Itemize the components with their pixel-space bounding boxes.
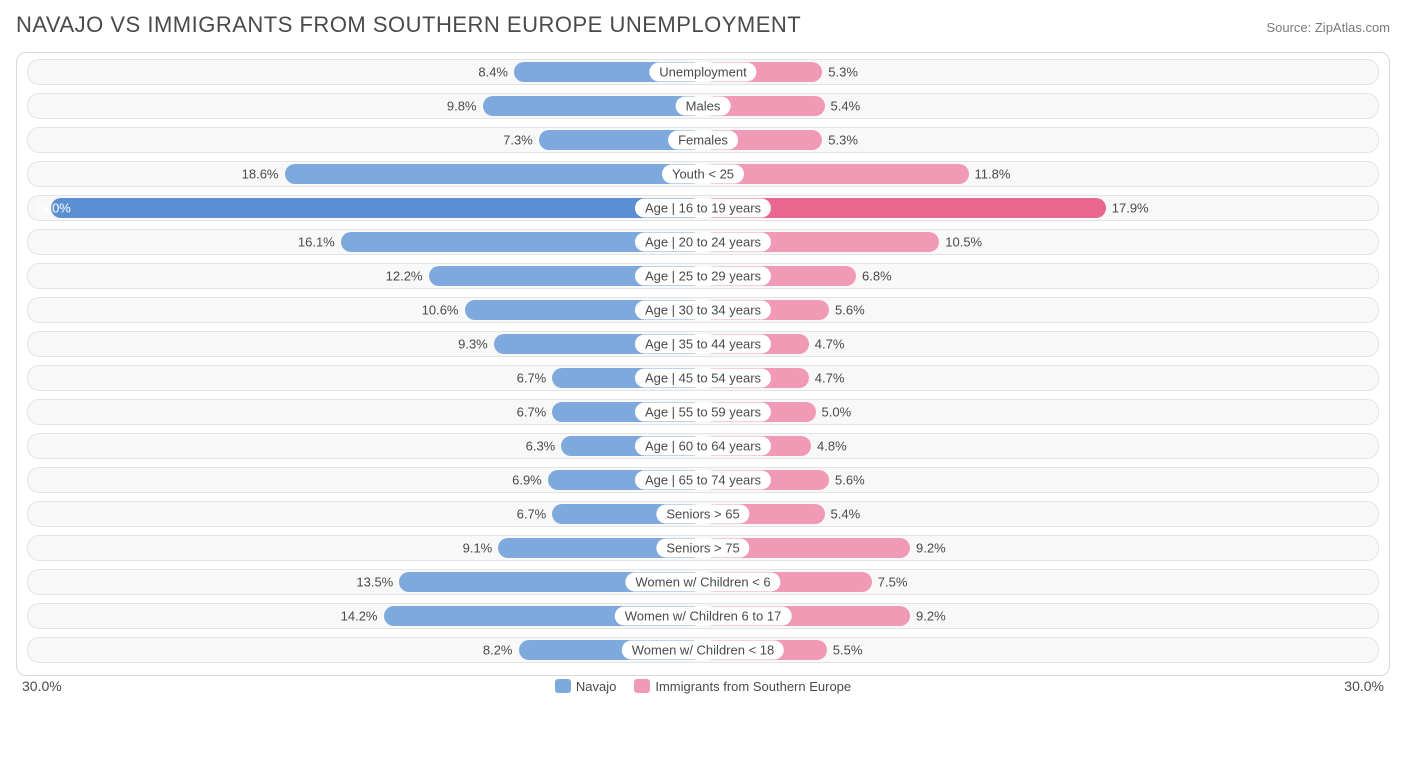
- value-right: 4.7%: [815, 371, 845, 386]
- value-left: 12.2%: [386, 269, 423, 284]
- value-right: 4.8%: [817, 439, 847, 454]
- chart-source: Source: ZipAtlas.com: [1266, 20, 1390, 35]
- value-left: 9.1%: [463, 541, 493, 556]
- value-right: 5.3%: [828, 65, 858, 80]
- value-left: 6.7%: [517, 507, 547, 522]
- value-left: 13.5%: [356, 575, 393, 590]
- value-right: 5.6%: [835, 303, 865, 318]
- value-right: 5.4%: [831, 99, 861, 114]
- bar-row: 16.1% 10.5% Age | 20 to 24 years: [27, 229, 1379, 255]
- category-label: Age | 20 to 24 years: [635, 233, 771, 252]
- category-label: Age | 65 to 74 years: [635, 471, 771, 490]
- legend-swatch-left: [555, 679, 571, 693]
- value-right: 7.5%: [878, 575, 908, 590]
- category-label: Women w/ Children < 18: [622, 641, 784, 660]
- value-left: 14.2%: [341, 609, 378, 624]
- bar-left: [285, 164, 704, 184]
- bar-row: 18.6% 11.8% Youth < 25: [27, 161, 1379, 187]
- value-left: 6.7%: [517, 371, 547, 386]
- category-label: Age | 55 to 59 years: [635, 403, 771, 422]
- value-right: 5.4%: [831, 507, 861, 522]
- category-label: Age | 30 to 34 years: [635, 301, 771, 320]
- legend-label-left: Navajo: [576, 679, 616, 694]
- value-right: 6.8%: [862, 269, 892, 284]
- bar-row: 8.2% 5.5% Women w/ Children < 18: [27, 637, 1379, 663]
- bar-row: 10.6% 5.6% Age | 30 to 34 years: [27, 297, 1379, 323]
- value-left: 16.1%: [298, 235, 335, 250]
- legend: Navajo Immigrants from Southern Europe: [555, 679, 851, 694]
- category-label: Women w/ Children < 6: [625, 573, 780, 592]
- legend-item-left: Navajo: [555, 679, 616, 694]
- bar-left: [51, 198, 704, 218]
- legend-swatch-right: [634, 679, 650, 693]
- value-right: 9.2%: [916, 609, 946, 624]
- bar-row: 13.5% 7.5% Women w/ Children < 6: [27, 569, 1379, 595]
- bar-row: 12.2% 6.8% Age | 25 to 29 years: [27, 263, 1379, 289]
- value-right: 5.3%: [828, 133, 858, 148]
- category-label: Age | 25 to 29 years: [635, 267, 771, 286]
- legend-item-right: Immigrants from Southern Europe: [634, 679, 851, 694]
- bar-row: 9.8% 5.4% Males: [27, 93, 1379, 119]
- value-left: 8.2%: [483, 643, 513, 658]
- bar-row: 9.3% 4.7% Age | 35 to 44 years: [27, 331, 1379, 357]
- value-left: 6.9%: [512, 473, 542, 488]
- axis-left-max: 30.0%: [22, 678, 62, 694]
- chart-header: NAVAJO VS IMMIGRANTS FROM SOUTHERN EUROP…: [16, 12, 1390, 38]
- diverging-bar-chart: 8.4% 5.3% Unemployment 9.8% 5.4% Males 7.3% 5.3…: [16, 52, 1390, 676]
- value-left: 6.7%: [517, 405, 547, 420]
- value-right: 5.5%: [833, 643, 863, 658]
- bar-row: 7.3% 5.3% Females: [27, 127, 1379, 153]
- axis-right-max: 30.0%: [1344, 678, 1384, 694]
- value-right: 11.8%: [975, 167, 1011, 182]
- bar-row: 6.7% 5.0% Age | 55 to 59 years: [27, 399, 1379, 425]
- bar-row: 8.4% 5.3% Unemployment: [27, 59, 1379, 85]
- category-label: Age | 60 to 64 years: [635, 437, 771, 456]
- bar-row: 29.0% 17.9% Age | 16 to 19 years: [27, 195, 1379, 221]
- value-left: 7.3%: [503, 133, 533, 148]
- value-right: 17.9%: [1112, 201, 1149, 216]
- category-label: Males: [676, 97, 731, 116]
- bar-left: [483, 96, 704, 116]
- category-label: Unemployment: [649, 63, 756, 82]
- category-label: Females: [668, 131, 738, 150]
- value-right: 5.6%: [835, 473, 865, 488]
- legend-label-right: Immigrants from Southern Europe: [655, 679, 851, 694]
- category-label: Women w/ Children 6 to 17: [615, 607, 792, 626]
- value-right: 10.5%: [945, 235, 982, 250]
- value-right: 4.7%: [815, 337, 845, 352]
- bar-row: 9.1% 9.2% Seniors > 75: [27, 535, 1379, 561]
- bar-row: 6.7% 5.4% Seniors > 65: [27, 501, 1379, 527]
- category-label: Age | 35 to 44 years: [635, 335, 771, 354]
- value-left: 8.4%: [478, 65, 508, 80]
- value-right: 5.0%: [822, 405, 852, 420]
- value-left: 9.8%: [447, 99, 477, 114]
- category-label: Age | 45 to 54 years: [635, 369, 771, 388]
- category-label: Age | 16 to 19 years: [635, 199, 771, 218]
- bar-row: 6.9% 5.6% Age | 65 to 74 years: [27, 467, 1379, 493]
- value-right: 9.2%: [916, 541, 946, 556]
- category-label: Youth < 25: [662, 165, 744, 184]
- category-label: Seniors > 75: [656, 539, 749, 558]
- value-left: 9.3%: [458, 337, 488, 352]
- category-label: Seniors > 65: [656, 505, 749, 524]
- value-left: 10.6%: [422, 303, 459, 318]
- bar-row: 14.2% 9.2% Women w/ Children 6 to 17: [27, 603, 1379, 629]
- chart-footer: 30.0% Navajo Immigrants from Southern Eu…: [16, 678, 1390, 694]
- chart-title: NAVAJO VS IMMIGRANTS FROM SOUTHERN EUROP…: [16, 12, 801, 38]
- value-left: 6.3%: [526, 439, 556, 454]
- value-left: 18.6%: [242, 167, 279, 182]
- bar-row: 6.7% 4.7% Age | 45 to 54 years: [27, 365, 1379, 391]
- bar-row: 6.3% 4.8% Age | 60 to 64 years: [27, 433, 1379, 459]
- value-left: 29.0%: [34, 201, 71, 216]
